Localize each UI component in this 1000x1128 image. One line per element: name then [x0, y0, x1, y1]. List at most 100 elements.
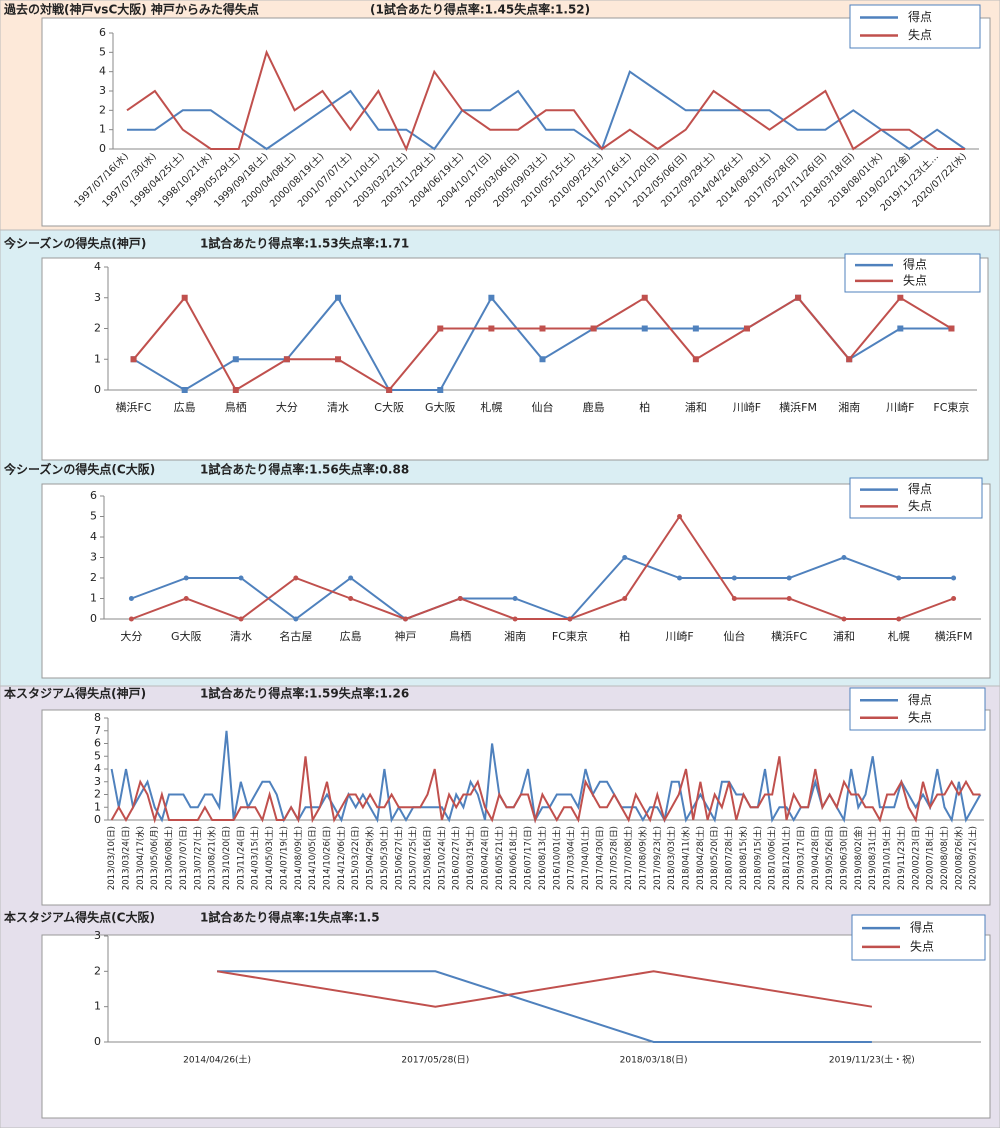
x-tick-label: 2020/02/23(日) [911, 826, 921, 890]
legend-box [849, 4, 981, 49]
x-tick-label: 2013/07/27(土) [192, 826, 203, 890]
marker [128, 596, 134, 601]
x-tick-label: G大阪 [171, 629, 202, 643]
x-tick-label: 2018/04/28(土) [695, 826, 706, 890]
marker [488, 294, 495, 301]
y-tick-label: 0 [99, 142, 106, 155]
chart-box [41, 17, 991, 227]
legend-label: 得点 [908, 692, 932, 707]
marker [437, 325, 444, 332]
x-tick-label: 2017/05/28(日) [401, 1055, 469, 1066]
marker [951, 596, 957, 601]
y-tick-label: 3 [94, 929, 101, 942]
x-tick-label: 2015/04/29(水) [365, 826, 376, 890]
x-tick-label: 2014/07/19(土) [278, 826, 289, 890]
x-tick-label: 2018/08/15(水) [738, 826, 749, 890]
legend-label: 得点 [908, 481, 932, 496]
x-tick-label: 仙台 [723, 629, 745, 643]
x-tick-label: 2016/07/17(日) [524, 826, 534, 890]
x-tick-label: FC東京 [552, 629, 588, 643]
legend-label: 失点 [903, 272, 927, 287]
marker [846, 356, 853, 363]
marker [897, 325, 904, 332]
x-tick-label: 横浜FC [116, 400, 152, 414]
x-tick-label: 2015/05/30(土) [379, 826, 390, 890]
x-tick-label: 名古屋 [279, 629, 312, 643]
chart-box [41, 483, 991, 679]
y-tick-label: 2 [94, 788, 101, 801]
x-tick-label: 2017/08/09(水) [637, 826, 648, 890]
x-tick-label: 2016/04/24(日) [480, 826, 490, 890]
y-tick-label: 4 [94, 260, 101, 273]
y-tick-label: 3 [99, 84, 106, 97]
marker [181, 387, 188, 393]
marker [896, 575, 902, 581]
chart-subtitle: (1試合あたり得点率:1.45失点率:1.52) [370, 2, 590, 17]
x-tick-label: 2014/10/26(日) [323, 826, 333, 890]
legend-label: 得点 [903, 257, 927, 272]
marker [841, 555, 847, 560]
legend-label: 得点 [908, 9, 932, 24]
x-tick-label: 2017/04/30(日) [595, 826, 605, 890]
x-tick-label: 2018/04/11(水) [681, 826, 692, 890]
marker [590, 325, 597, 332]
x-tick-label: C大阪 [374, 400, 404, 414]
y-tick-label: 3 [94, 775, 101, 788]
y-tick-label: 7 [94, 724, 101, 737]
marker [692, 325, 699, 332]
marker [181, 294, 188, 301]
x-tick-label: 2014/12/06(土) [336, 826, 347, 890]
x-tick-label: 2019/11/23(土) [896, 826, 907, 890]
y-tick-label: 5 [99, 45, 106, 58]
x-tick-label: 2013/03/10(日) [107, 826, 117, 890]
x-tick-label: 鳥栖 [449, 629, 471, 643]
y-tick-label: 1 [94, 352, 101, 365]
x-tick-label: 2014/08/09(土) [293, 826, 304, 890]
marker [897, 294, 904, 301]
x-tick-label: 2013/05/06(月) [150, 826, 160, 890]
chart-subtitle: 1試合あたり得点率:1.56失点率:0.88 [200, 462, 409, 477]
x-tick-label: 広島 [174, 400, 196, 414]
y-tick-label: 1 [90, 592, 97, 605]
x-tick-label: 2013/07/07(日) [179, 826, 189, 890]
x-tick-label: 柏 [639, 400, 650, 414]
marker [457, 596, 463, 601]
x-tick-label: 鹿島 [583, 400, 605, 414]
x-tick-label: 2017/07/08(土) [623, 826, 634, 890]
x-tick-label: 2017/05/28(日) [610, 826, 620, 890]
legend-label: 失点 [908, 27, 932, 42]
x-tick-label: 2017/09/23(土) [652, 826, 663, 890]
marker [692, 356, 699, 363]
y-tick-label: 0 [94, 383, 101, 396]
marker [743, 325, 750, 332]
x-tick-label: 2020/08/08(土) [939, 826, 950, 890]
marker [951, 575, 957, 581]
y-tick-label: 1 [99, 123, 106, 136]
y-tick-label: 3 [94, 291, 101, 304]
x-tick-label: 2014/04/26(土) [183, 1054, 251, 1066]
legend-label: 失点 [910, 938, 934, 953]
marker [512, 596, 518, 601]
x-tick-label: 2019/08/02(金) [853, 826, 864, 890]
x-tick-label: 2018/03/18(日) [620, 1055, 688, 1066]
x-tick-label: 2014/10/05(日) [308, 826, 318, 890]
marker [677, 575, 683, 581]
x-tick-label: 2017/03/04(土) [566, 826, 577, 890]
y-tick-label: 2 [94, 322, 101, 335]
x-tick-label: 清水 [230, 630, 252, 643]
x-tick-label: 川崎F [733, 400, 761, 414]
marker [293, 616, 299, 622]
marker [232, 387, 239, 393]
series-line [131, 514, 954, 621]
marker [130, 356, 137, 363]
x-tick-label: 2015/10/24(土) [436, 826, 447, 890]
series-line [126, 49, 965, 152]
x-tick-label: 清水 [327, 401, 349, 414]
y-tick-label: 4 [99, 65, 106, 78]
x-tick-label: 2015/06/27(土) [393, 826, 404, 890]
x-tick-label: 川崎F [886, 400, 914, 414]
x-tick-label: 2019/08/31(土) [867, 826, 878, 890]
x-tick-label: 浦和 [685, 401, 707, 414]
marker [488, 325, 495, 332]
x-tick-label: 2013/04/17(水) [135, 826, 146, 890]
